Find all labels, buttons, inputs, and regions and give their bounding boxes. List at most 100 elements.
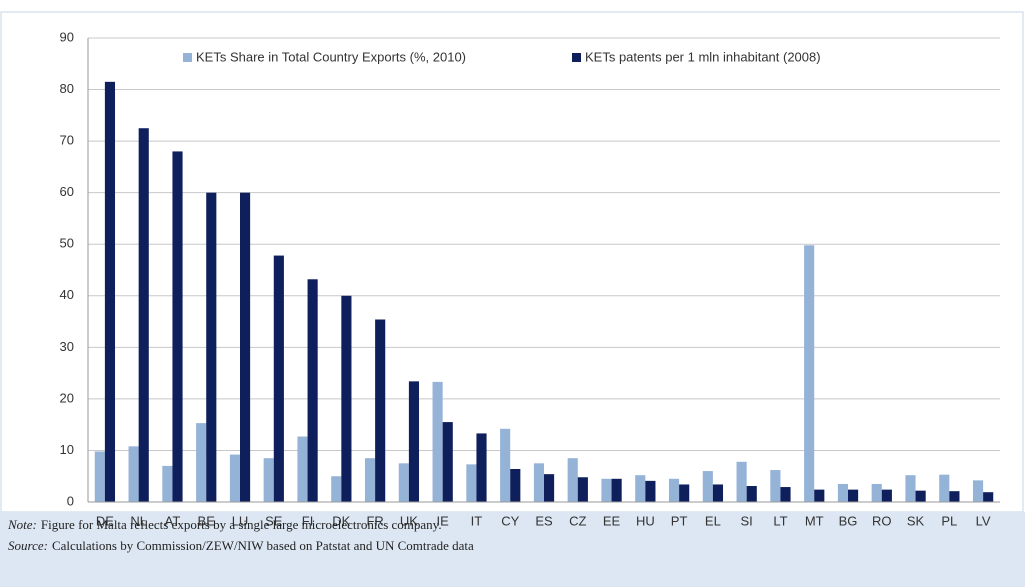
legend-swatch: [572, 53, 581, 62]
x-tick-label: FI: [302, 513, 314, 528]
x-tick-label: UK: [400, 513, 418, 528]
legend-label: KETs Share in Total Country Exports (%, …: [196, 49, 466, 64]
x-tick-label: MT: [805, 513, 824, 528]
bar: [814, 489, 825, 502]
bar: [442, 422, 453, 502]
legend-swatch: [183, 53, 192, 62]
y-tick-label: 50: [60, 236, 74, 251]
chart-frame: [0, 11, 1024, 513]
y-tick-label: 70: [60, 133, 74, 148]
x-tick-label: BG: [839, 513, 858, 528]
y-tick-label: 20: [60, 390, 74, 405]
x-tick-label: EE: [603, 513, 621, 528]
bar: [780, 487, 791, 502]
bar: [601, 478, 612, 502]
bar: [679, 484, 690, 502]
bar: [972, 480, 984, 502]
y-tick-label: 0: [67, 493, 74, 508]
note-text: Figure for Malta reflects exports by a s…: [41, 517, 442, 532]
note-label: Source:: [8, 538, 48, 553]
bar: [668, 478, 680, 502]
x-tick-label: CY: [501, 513, 519, 528]
bar: [736, 461, 747, 502]
bar: [611, 478, 622, 502]
bar: [804, 245, 815, 502]
bar: [544, 474, 555, 502]
x-tick-label: BE: [198, 513, 216, 528]
bar: [645, 480, 656, 502]
y-tick-label: 60: [60, 184, 74, 199]
bar: [712, 484, 724, 502]
bar: [533, 463, 544, 502]
x-tick-label: NL: [130, 513, 147, 528]
x-tick-label: LV: [976, 513, 991, 528]
y-tick-label: 80: [60, 81, 74, 96]
bar: [915, 490, 926, 502]
note-label: Note:: [7, 517, 37, 532]
y-tick-label: 90: [60, 29, 74, 44]
bar: [881, 489, 892, 502]
note: Source: Calculations by Commission/ZEW/NI…: [8, 538, 474, 553]
legend-label: KETs patents per 1 mln inhabitant (2008): [585, 49, 821, 64]
bar: [240, 192, 251, 502]
bar: [635, 475, 646, 502]
bar: [364, 458, 376, 502]
bar: [476, 433, 487, 502]
bar: [297, 436, 308, 502]
x-tick-label: IE: [437, 513, 450, 528]
x-tick-label: IT: [471, 513, 483, 528]
bar: [263, 458, 274, 502]
bar: [983, 492, 994, 502]
bar: [432, 381, 443, 502]
bar: [331, 476, 342, 502]
bar: [375, 319, 386, 502]
bar: [408, 381, 420, 502]
x-tick-label: PT: [671, 513, 688, 528]
bar: [307, 279, 318, 502]
x-tick-label: ES: [535, 513, 553, 528]
bar: [871, 483, 882, 502]
bar: [949, 491, 960, 502]
bar: [94, 451, 105, 502]
bar: [162, 465, 173, 502]
bar: [837, 483, 848, 502]
y-tick-label: 40: [60, 287, 74, 302]
bar: [567, 458, 578, 502]
bar: [702, 471, 713, 502]
note-panel: [0, 512, 1025, 587]
bar: [341, 295, 352, 502]
bar: [770, 470, 781, 502]
bar: [466, 464, 477, 502]
x-tick-label: SK: [907, 513, 925, 528]
x-tick-label: PL: [941, 513, 957, 528]
x-tick-label: CZ: [569, 513, 586, 528]
x-tick-label: DE: [96, 513, 114, 528]
x-tick-label: SE: [265, 513, 283, 528]
bar: [939, 474, 950, 502]
x-tick-label: RO: [872, 513, 892, 528]
bar: [196, 423, 207, 502]
note: Note: Figure for Malta reflects exports b…: [7, 517, 442, 532]
x-tick-label: DK: [332, 513, 350, 528]
bar: [128, 446, 139, 502]
x-tick-label: EL: [705, 513, 721, 528]
x-tick-label: AT: [165, 513, 181, 528]
x-tick-label: SI: [741, 513, 753, 528]
bar: [746, 486, 757, 502]
x-tick-label: LU: [232, 513, 249, 528]
bar: [104, 81, 116, 503]
note-text: Calculations by Commission/ZEW/NIW based…: [52, 538, 474, 553]
bar: [273, 255, 284, 502]
bar: [848, 489, 859, 502]
bar: [206, 192, 217, 502]
bar: [138, 128, 149, 502]
x-tick-label: FR: [366, 513, 383, 528]
bar: [398, 463, 409, 502]
bar: [172, 151, 183, 502]
bar: [510, 469, 521, 502]
bar: [577, 477, 588, 502]
bar: [500, 428, 511, 502]
bar: [229, 454, 240, 502]
x-tick-label: LT: [773, 513, 787, 528]
